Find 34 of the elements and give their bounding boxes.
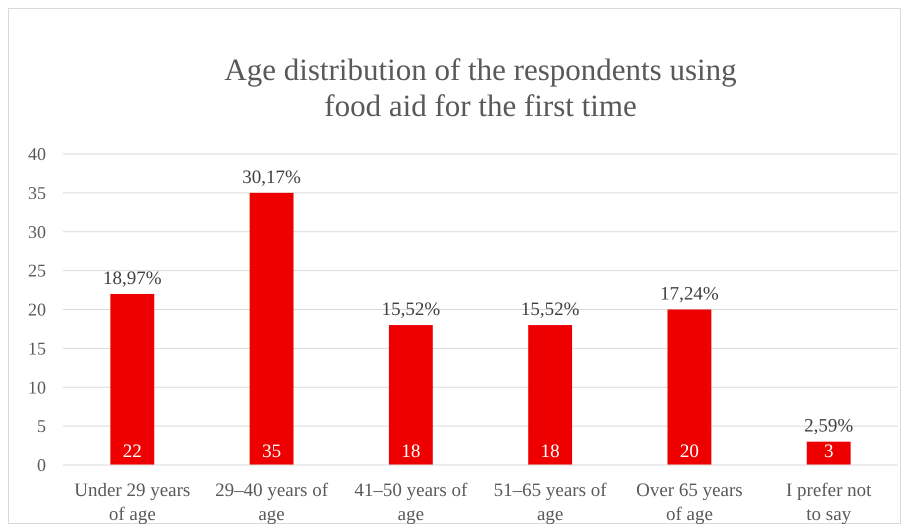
x-tick-label: Under 29 years of age [74, 480, 190, 525]
y-tick-label: 20 [28, 300, 46, 320]
bar [528, 325, 572, 465]
y-tick-label: 15 [28, 338, 46, 358]
data-label: 20 [680, 441, 699, 462]
chart-title: Age distribution of the respondents using food aid for the first time [224, 52, 737, 123]
data-label: 35 [262, 441, 282, 462]
y-tick-label: 25 [28, 260, 46, 281]
y-tick-label: 30 [28, 222, 46, 242]
data-label: 18 [540, 441, 560, 462]
bar [110, 294, 154, 465]
x-tick-label: 51–65 years of age [494, 480, 608, 525]
bar [250, 192, 294, 465]
x-tick-label: Over 65 years of age [636, 480, 743, 525]
annotation: 15,52% [382, 299, 440, 320]
y-tick-label: 40 [28, 144, 46, 164]
x-tick-label: 29–40 years of age [215, 480, 329, 525]
bar [388, 325, 433, 465]
y-tick-label: 0 [37, 455, 46, 475]
data-label: 22 [122, 441, 142, 462]
annotation: 2,59% [804, 416, 854, 437]
y-tick-label: 35 [28, 182, 46, 203]
data-label: 3 [824, 441, 834, 462]
bar [806, 442, 851, 465]
annotation: 17,24% [660, 284, 719, 304]
x-tick-label: I prefer not to say [786, 480, 872, 525]
y-tick-label: 10 [28, 377, 46, 398]
data-label: 18 [401, 441, 420, 462]
bar [667, 310, 712, 465]
x-tick-label: 41–50 years of age [354, 480, 468, 525]
annotation: 18,97% [103, 268, 162, 289]
y-tick-label: 5 [37, 416, 46, 436]
annotation: 15,52% [520, 299, 580, 320]
annotation: 30,17% [242, 166, 302, 188]
